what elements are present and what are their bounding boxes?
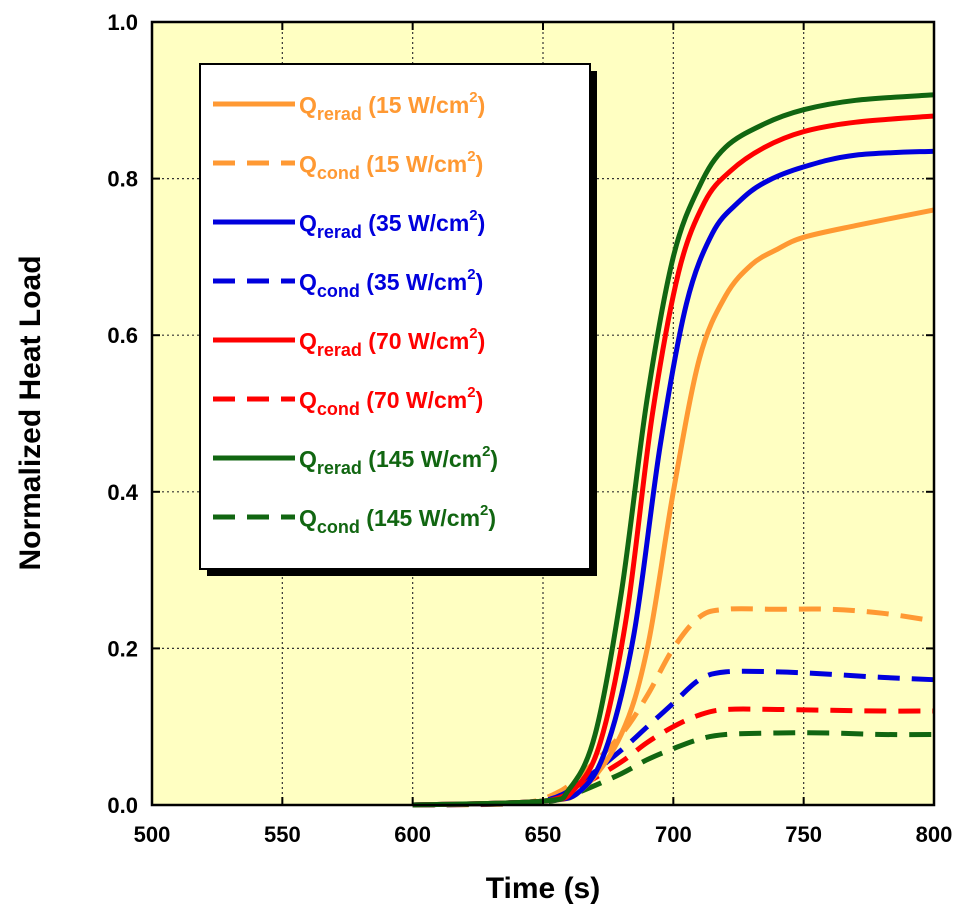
legend-label: Qcond (145 W/cm2) [299,502,496,537]
legend-box [199,63,591,570]
series-line-4 [412,113,935,808]
legend-label: Qrerad (70 W/cm2) [299,325,485,360]
series-lines [412,92,935,808]
x-tick-label: 500 [134,822,171,847]
series-line-6 [412,92,935,808]
x-tick-label: 650 [525,822,562,847]
y-tick-label: 0.8 [107,167,138,192]
x-axis-title: Time (s) [486,872,600,905]
y-tick-label: 0.2 [107,636,138,661]
legend-label: Qcond (15 W/cm2) [299,148,483,183]
series-line-2 [412,148,935,808]
legend-label: Qrerad (15 W/cm2) [299,89,485,124]
x-tick-label: 750 [785,822,822,847]
y-tick-label: 0.4 [107,480,138,505]
legend-label: Qcond (35 W/cm2) [299,266,483,301]
legend-label: Qcond (70 W/cm2) [299,384,483,419]
x-tick-label: 800 [916,822,953,847]
legend-label: Qrerad (35 W/cm2) [299,207,485,242]
x-tick-label: 600 [394,822,431,847]
x-tick-label: 550 [264,822,301,847]
legend: Qrerad (15 W/cm2) Qcond (15 W/cm2) Qrerad … [199,63,597,576]
x-tick-label: 700 [655,822,692,847]
series-line-1 [412,606,935,808]
axis-ticks: 500 550 600 650 700 750 800 0.0 0.2 0.4 0.6 0.8 1.0 [107,10,952,847]
y-tick-label: 0.0 [107,793,138,818]
y-axis-title: Normalized Heat Load [14,255,47,570]
legend-label: Qrerad (145 W/cm2) [299,443,498,478]
y-tick-label: 1.0 [107,10,138,35]
y-tick-label: 0.6 [107,323,138,348]
